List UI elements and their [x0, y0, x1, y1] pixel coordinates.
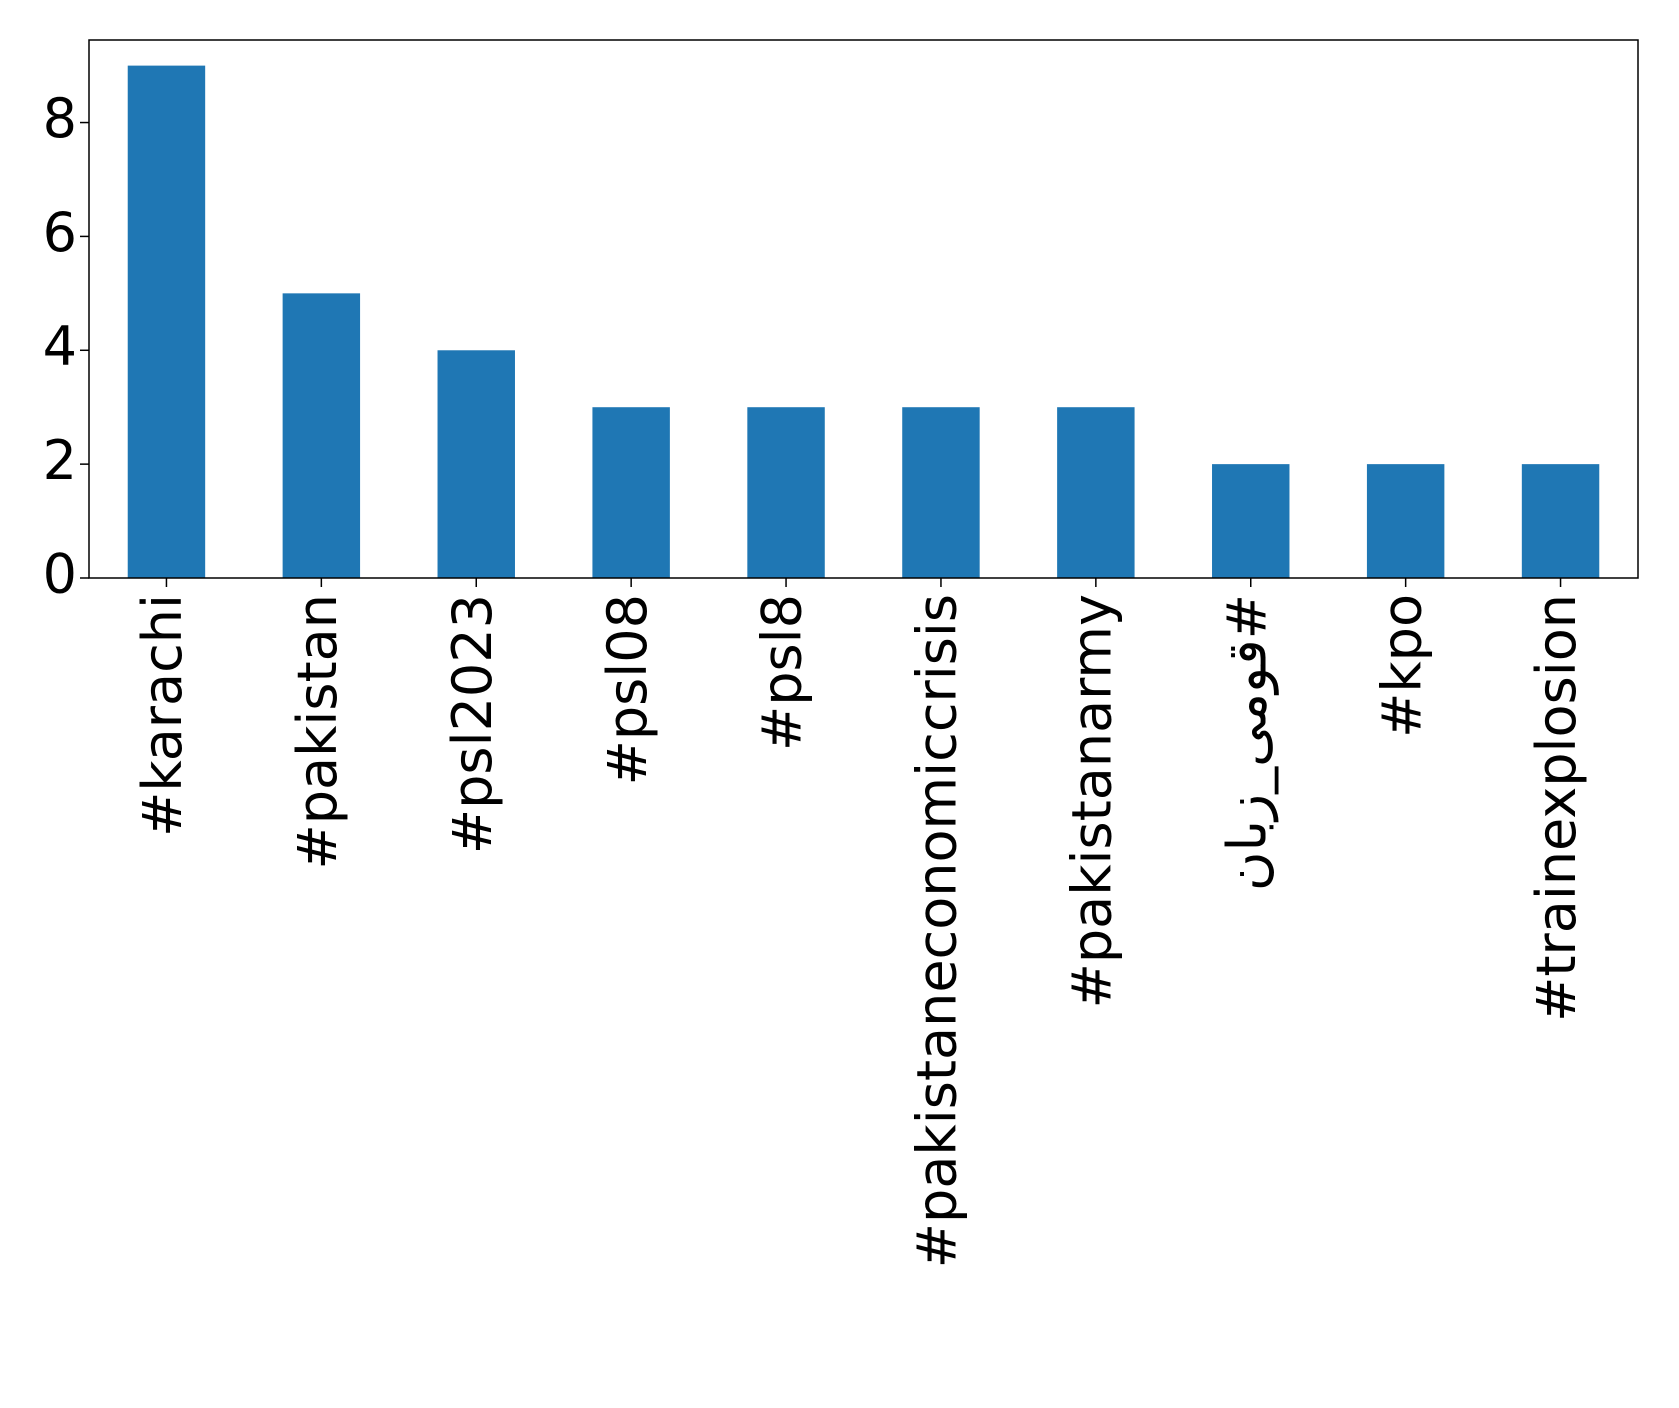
x-tick-label: #قومی_زبان [1215, 594, 1278, 891]
x-tick-label: #pakistanarmy [1060, 594, 1123, 1008]
y-tick-label: 2 [43, 429, 77, 492]
x-tick-label: #psl08 [596, 594, 659, 785]
y-tick-label: 8 [43, 87, 77, 150]
bar [127, 65, 206, 579]
bar [1212, 464, 1290, 578]
bar [282, 293, 361, 578]
x-tick-label: #pakistaneconomiccrisis [906, 594, 969, 1268]
bar [747, 407, 825, 578]
bar [1521, 464, 1600, 578]
axes-frame [88, 39, 1639, 579]
x-tick-label: #pakistan [286, 594, 349, 870]
x-tick-label: #psl8 [751, 594, 814, 751]
bar [1366, 464, 1445, 578]
y-tick-label: 0 [43, 543, 77, 606]
x-tick-label: #karachi [131, 594, 194, 837]
bar [437, 350, 515, 578]
bar [1057, 407, 1135, 578]
x-tick-label: #psl2023 [441, 594, 504, 854]
x-tick-label: #trainexplosion [1525, 594, 1588, 1022]
x-tick-label: #kpo [1370, 594, 1433, 738]
bar [902, 407, 980, 578]
y-tick-label: 4 [43, 315, 77, 378]
bar [592, 407, 670, 578]
y-tick-label: 6 [43, 201, 77, 264]
